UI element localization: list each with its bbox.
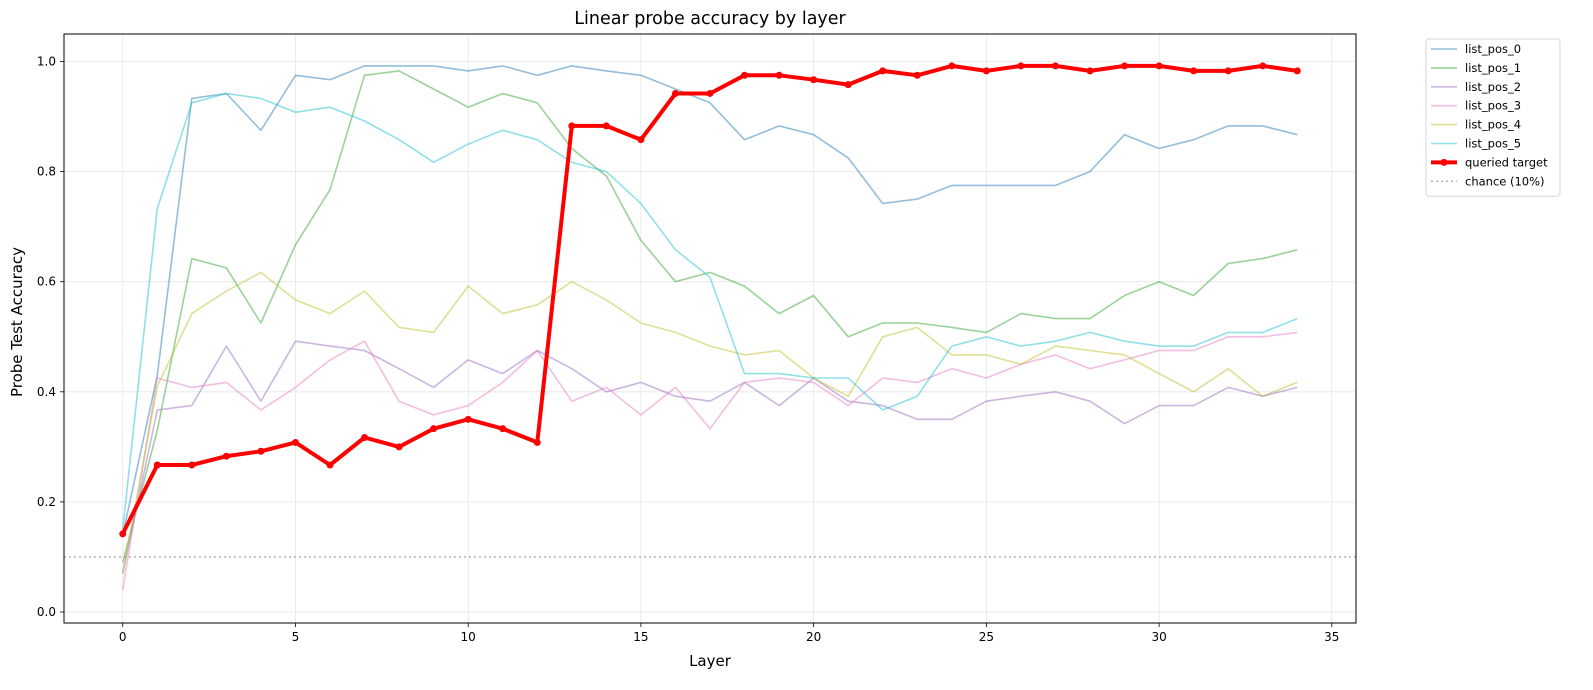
series-list-pos-0	[121, 65, 1298, 536]
x-axis-ticks: 0 5 10 15 20 25 30 35	[119, 623, 1339, 644]
data-point	[119, 530, 127, 538]
data-point	[568, 122, 576, 130]
legend-label: list_pos_0	[1465, 42, 1521, 56]
y-tick-label: 1.0	[37, 55, 56, 69]
legend-marker	[1440, 158, 1448, 166]
data-point	[533, 438, 541, 446]
legend-item: list_pos_2	[1431, 80, 1521, 94]
legend: list_pos_0 list_pos_1 list_pos_2 list_pos_3…	[1425, 38, 1561, 197]
y-tick-label: 0.8	[37, 165, 56, 179]
legend-item: list_pos_4	[1431, 118, 1521, 132]
x-tick-label: 0	[119, 630, 127, 644]
series-list-pos-4	[121, 271, 1298, 574]
data-point	[602, 122, 610, 130]
y-tick-label: 0.0	[37, 605, 56, 619]
y-tick-label: 0.6	[37, 275, 56, 289]
series-line	[120, 63, 1298, 535]
data-point	[1051, 62, 1059, 70]
chart-title: Linear probe accuracy by layer	[574, 9, 846, 29]
x-tick-label: 30	[1151, 630, 1166, 644]
series-line	[121, 271, 1298, 574]
x-tick-label: 20	[806, 630, 821, 644]
legend-box	[1425, 38, 1561, 197]
x-axis-title: Layer	[689, 652, 732, 670]
legend-label: list_pos_1	[1465, 61, 1521, 75]
y-axis-title: Probe Test Accuracy	[8, 247, 26, 397]
series-layer	[119, 62, 1301, 591]
data-point	[499, 425, 507, 433]
legend-label: list_pos_2	[1465, 80, 1521, 94]
data-point	[1259, 62, 1267, 70]
data-point	[1086, 67, 1094, 75]
data-point	[430, 425, 438, 433]
legend-label: list_pos_4	[1465, 118, 1521, 132]
data-point	[844, 81, 852, 89]
data-point	[222, 452, 230, 460]
x-tick-label: 35	[1324, 630, 1339, 644]
data-point	[706, 89, 714, 97]
series-line	[121, 331, 1298, 591]
data-point	[464, 415, 472, 423]
series-line	[121, 70, 1298, 563]
legend-label: list_pos_3	[1465, 99, 1521, 113]
series-line	[121, 65, 1298, 536]
data-point	[1121, 62, 1129, 70]
data-point	[395, 443, 403, 451]
data-point	[775, 71, 783, 79]
data-point	[153, 461, 161, 469]
data-point	[741, 71, 749, 79]
data-point	[879, 67, 887, 75]
series-queried-target	[119, 62, 1301, 538]
legend-item: chance (10%)	[1431, 174, 1545, 188]
series-list-pos-1	[121, 70, 1298, 563]
data-point	[291, 438, 299, 446]
series-line	[121, 340, 1298, 574]
data-point	[982, 67, 990, 75]
series-list-pos-2	[121, 340, 1298, 574]
x-tick-label: 15	[633, 630, 648, 644]
x-tick-label: 5	[292, 630, 300, 644]
data-point	[326, 461, 334, 469]
series-line	[121, 92, 1298, 530]
data-point	[188, 461, 196, 469]
legend-item: list_pos_0	[1431, 42, 1521, 56]
data-point	[1293, 67, 1301, 75]
series-list-pos-3	[121, 331, 1298, 591]
data-point	[1017, 62, 1025, 70]
data-point	[948, 62, 956, 70]
y-tick-label: 0.4	[37, 385, 56, 399]
legend-item: queried target	[1431, 155, 1548, 169]
data-point	[1224, 67, 1232, 75]
data-point	[1190, 67, 1198, 75]
y-axis-ticks: 0.0 0.2 0.4 0.6 0.8 1.0	[37, 55, 64, 619]
data-point	[257, 447, 265, 455]
grid	[64, 34, 1356, 623]
data-point	[1155, 62, 1163, 70]
legend-label: list_pos_5	[1465, 137, 1521, 151]
data-point	[810, 76, 818, 84]
series-list-pos-5	[121, 92, 1298, 530]
legend-item: list_pos_3	[1431, 99, 1521, 113]
plot-frame	[63, 33, 1357, 624]
legend-item: list_pos_5	[1431, 137, 1521, 151]
data-point	[637, 136, 645, 144]
legend-item: list_pos_1	[1431, 61, 1521, 75]
data-point	[913, 71, 921, 79]
x-tick-label: 10	[461, 630, 476, 644]
data-point	[361, 433, 369, 441]
legend-label: queried target	[1465, 155, 1548, 169]
legend-label: chance (10%)	[1465, 174, 1545, 188]
x-tick-label: 25	[979, 630, 994, 644]
data-point	[671, 89, 679, 97]
y-tick-label: 0.2	[37, 495, 56, 509]
